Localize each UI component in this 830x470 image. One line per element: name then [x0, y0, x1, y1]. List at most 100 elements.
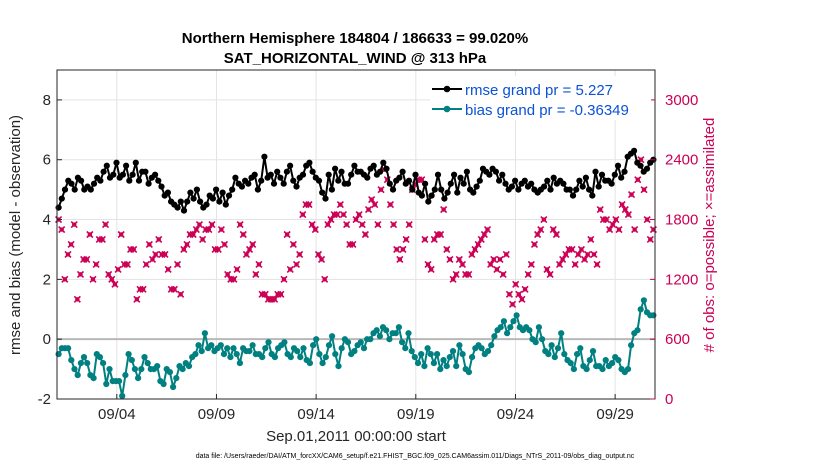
rmse-point: [219, 189, 226, 196]
rmse-point: [618, 174, 625, 181]
bias-point: [561, 351, 568, 358]
data-file-footnote: data file: /Users/raeder/DAI/ATM_forcXX/…: [196, 453, 635, 460]
rmse-point: [573, 186, 580, 193]
obs-count-marker: [468, 250, 476, 259]
rmse-point: [595, 183, 602, 190]
rmse-point: [152, 171, 159, 178]
rmse-point: [225, 192, 233, 199]
x-tick-label: 09/24: [497, 406, 535, 423]
bias-point: [338, 345, 345, 352]
rmse-point: [187, 189, 194, 196]
obs-marker-dot: [300, 212, 305, 217]
bias-point: [443, 363, 450, 370]
rmse-point: [586, 186, 593, 193]
obs-count-marker: [189, 230, 197, 239]
obs-marker-dot: [316, 252, 321, 257]
obs-count-marker: [64, 250, 72, 259]
obs-marker-dot: [613, 217, 619, 222]
obs-count-marker: [505, 290, 513, 298]
obs-marker-dot: [181, 247, 187, 252]
legend-rmse-label: rmse grand pr = 5.227: [465, 82, 613, 99]
y-tick-label: 6: [43, 152, 51, 169]
bias-point: [411, 354, 418, 361]
bias-point: [383, 327, 390, 334]
obs-marker-dot: [263, 292, 268, 297]
obs-count-marker: [271, 295, 279, 303]
obs-marker-dot: [103, 222, 108, 227]
obs-count-marker: [458, 260, 467, 268]
bias-point: [166, 369, 173, 376]
rmse-point: [515, 186, 522, 193]
obs-marker-dot: [513, 282, 518, 287]
bias-point: [310, 342, 317, 349]
obs-count-marker: [465, 270, 473, 278]
rmse-point: [245, 180, 252, 187]
rmse-point: [58, 195, 65, 202]
obs-count-marker: [296, 250, 304, 259]
obs-marker-dot: [366, 207, 371, 212]
obs-count-marker: [245, 245, 254, 254]
obs-count-marker: [208, 220, 216, 229]
obs-marker-dot: [460, 262, 465, 267]
obs-count-marker: [368, 196, 376, 204]
rmse-point: [232, 174, 239, 181]
obs-marker-dot: [641, 187, 647, 192]
bias-point: [567, 360, 574, 367]
rmse-point: [193, 186, 200, 193]
bias-point: [122, 372, 129, 379]
obs-marker-dot: [428, 267, 434, 272]
rmse-point: [97, 177, 104, 184]
rmse-point: [377, 168, 384, 175]
rmse-point: [486, 171, 493, 178]
obs-marker-dot: [529, 262, 534, 267]
obs-marker-dot: [500, 272, 506, 277]
obs-marker-dot: [178, 292, 183, 297]
obs-marker-dot: [623, 207, 628, 212]
obs-marker-dot: [75, 297, 80, 302]
rmse-point: [270, 180, 278, 187]
bias-point: [640, 297, 648, 304]
obs-marker-dot: [165, 267, 171, 272]
bias-point: [68, 357, 75, 364]
obs-marker-dot: [598, 207, 603, 212]
obs-count-marker: [352, 215, 360, 224]
obs-count-marker: [477, 235, 485, 244]
obs-marker-dot: [466, 272, 471, 277]
obs-marker-dot: [328, 217, 334, 222]
rmse-point: [380, 159, 387, 166]
obs-count-marker: [640, 186, 648, 194]
obs-marker-dot: [610, 222, 615, 227]
obs-count-marker: [393, 245, 401, 254]
obs-count-marker: [483, 225, 492, 234]
obs-marker-dot: [494, 267, 500, 272]
bias-point: [173, 375, 180, 382]
y2-axis-ticks: 0 600 1200 1800 2400 3000: [650, 92, 698, 408]
obs-count-marker: [502, 250, 510, 259]
obs-count-marker: [612, 215, 620, 224]
obs-count-marker: [355, 210, 363, 219]
rmse-point: [338, 168, 345, 175]
obs-marker-dot: [341, 212, 346, 217]
rmse-point: [508, 183, 515, 190]
y-tick-label: 2: [43, 271, 51, 288]
bias-point: [376, 333, 383, 340]
rmse-point: [100, 168, 107, 175]
obs-marker-dot: [469, 252, 475, 257]
bias-point: [414, 360, 422, 367]
obs-count-marker: [568, 245, 576, 254]
obs-count-marker: [540, 215, 548, 224]
obs-count-marker: [390, 220, 398, 229]
rmse-point: [383, 165, 390, 172]
rmse-point: [277, 174, 284, 181]
obs-count-marker: [286, 265, 294, 273]
obs-count-marker: [142, 260, 150, 268]
bias-point: [208, 342, 215, 349]
obs-marker-dot: [125, 262, 130, 267]
obs-marker-dot: [338, 202, 343, 207]
obs-marker-dot: [588, 237, 594, 242]
obs-count-marker: [314, 250, 322, 259]
obs-count-marker: [571, 260, 579, 268]
bias-point: [236, 360, 243, 367]
bias-point: [570, 366, 578, 373]
x-tick-label: 09/19: [397, 406, 435, 423]
